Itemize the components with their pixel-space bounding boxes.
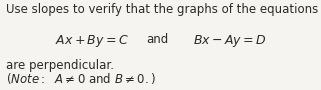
Text: $Bx - Ay = D$: $Bx - Ay = D$ [193, 33, 266, 49]
Text: are perpendicular.: are perpendicular. [6, 59, 114, 72]
Text: $Ax + By = C$: $Ax + By = C$ [55, 33, 128, 49]
Text: Use slopes to verify that the graphs of the equations: Use slopes to verify that the graphs of … [6, 3, 318, 16]
Text: $(Note{:}\ \ A \neq 0\ \mathrm{and}\ B \neq 0.)$: $(Note{:}\ \ A \neq 0\ \mathrm{and}\ B \… [6, 71, 156, 86]
Text: and: and [146, 33, 168, 46]
